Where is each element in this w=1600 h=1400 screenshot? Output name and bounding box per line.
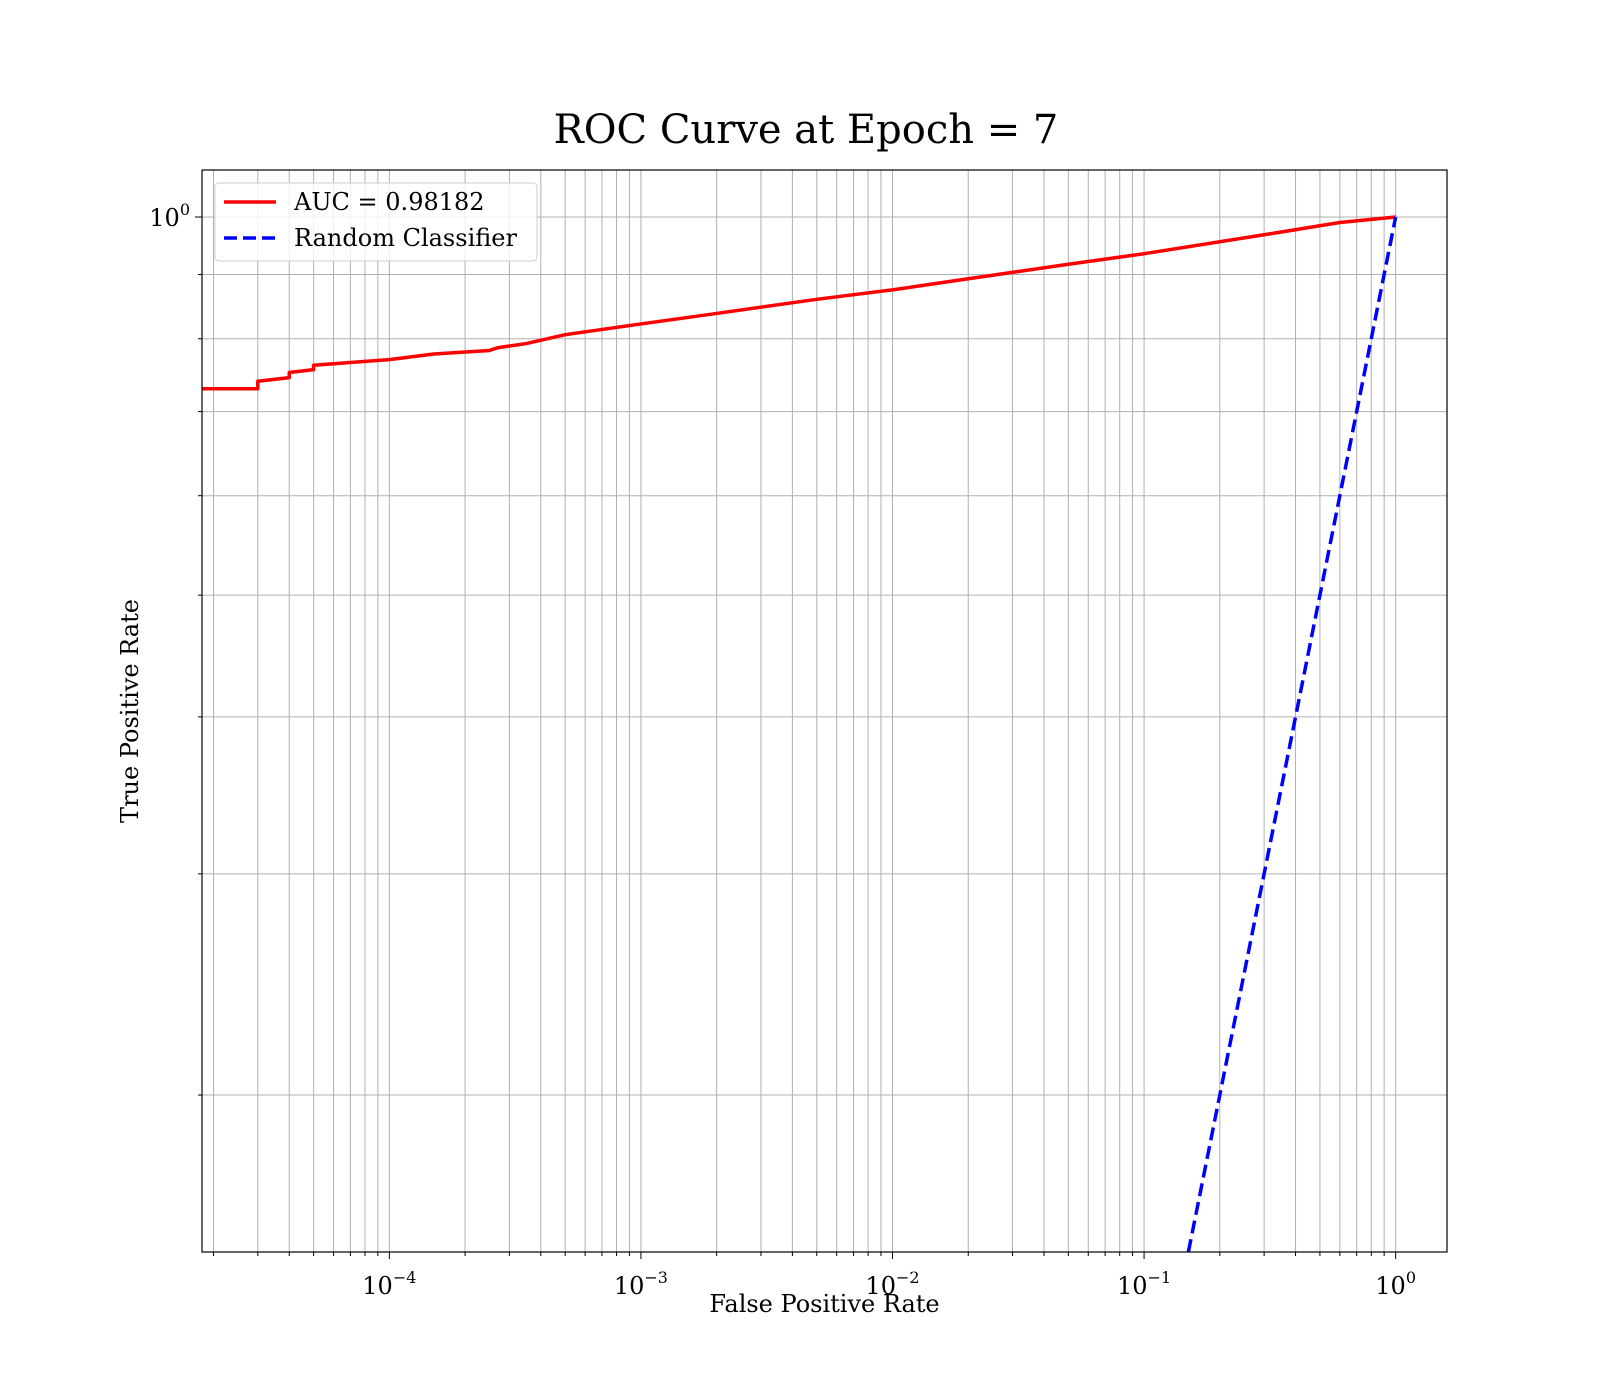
x-tick-label: 10−3	[614, 1268, 668, 1300]
x-axis-label: False Positive Rate	[709, 1290, 939, 1318]
y-tick-label: 100	[149, 200, 190, 232]
x-tick-label: 10−4	[362, 1268, 416, 1300]
series-line-random-classifier	[1186, 216, 1398, 1252]
x-tick-label: 100	[1375, 1268, 1416, 1300]
legend-entry-random-classifier: Random Classifier	[294, 224, 517, 252]
legend: AUC = 0.98182 Random Classifier	[214, 182, 538, 262]
legend-entry-auc: AUC = 0.98182	[293, 188, 485, 216]
grid	[202, 170, 1447, 1252]
chart-title: ROC Curve at Epoch = 7	[554, 107, 1059, 153]
axis-ticks: 10−4 10−3 10−2 10−1 100 100	[149, 200, 1416, 1300]
x-tick-label: 10−2	[865, 1268, 919, 1300]
legend-box	[214, 182, 538, 262]
x-tick-label: 10−1	[1117, 1268, 1171, 1300]
series-line-auc	[202, 215, 1396, 391]
plot-area-frame	[201, 169, 1448, 1253]
plot-series	[202, 215, 1398, 1252]
y-axis-label: True Positive Rate	[116, 599, 144, 823]
